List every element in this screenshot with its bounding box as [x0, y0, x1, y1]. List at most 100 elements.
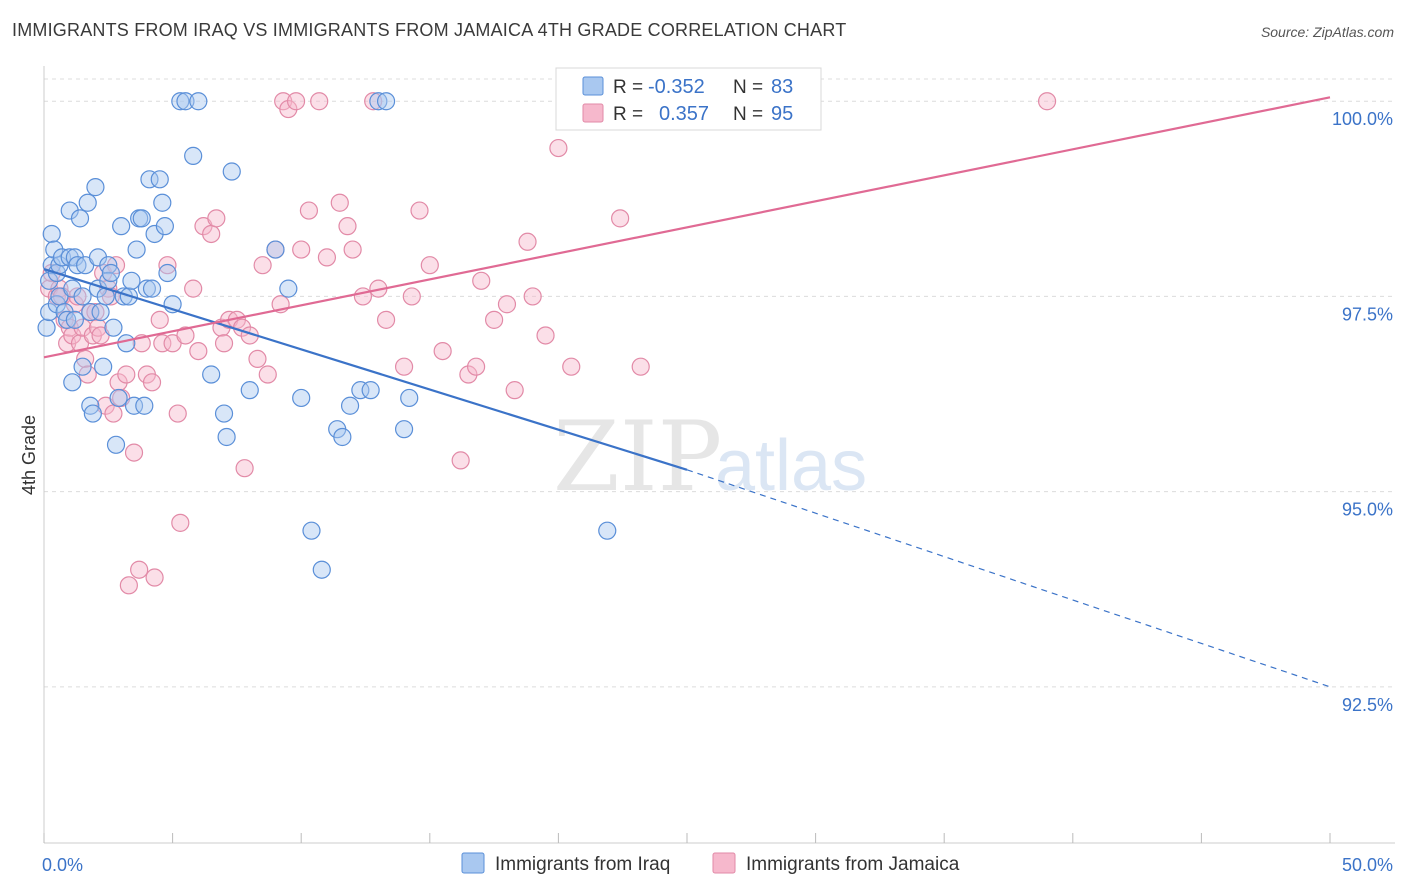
jamaica-point [433, 341, 452, 361]
x-tick-label-max: 50.0% [1342, 855, 1393, 875]
jamaica-point [523, 287, 542, 306]
jamaica-point [202, 224, 221, 244]
jamaica-point [189, 341, 208, 361]
iraq-point [91, 302, 110, 322]
iraq-point [109, 388, 128, 408]
stats-n-label-jamaica: N = [733, 104, 763, 125]
iraq-point [86, 178, 105, 197]
iraq-point [184, 146, 203, 165]
jamaica-point [119, 576, 138, 595]
iraq-point [155, 217, 174, 236]
stats-r-value-jamaica: 0.357 [659, 103, 709, 125]
jamaica-point [562, 357, 581, 376]
watermark: ZIP atlas [553, 401, 867, 513]
jamaica-point [145, 568, 164, 587]
iraq-point [400, 388, 419, 408]
jamaica-point [235, 459, 254, 478]
jamaica-point [466, 357, 486, 376]
jamaica-point [184, 279, 203, 298]
iraq-point [94, 357, 113, 376]
axes [43, 66, 1395, 844]
jamaica-point [124, 443, 144, 462]
jamaica-point [338, 217, 357, 236]
iraq-point [127, 240, 146, 259]
jamaica-point [207, 209, 226, 228]
iraq-point [279, 279, 298, 298]
jamaica-point [109, 373, 128, 392]
stats-r-label-jamaica: R = [613, 104, 643, 125]
iraq-point [171, 92, 190, 111]
iraq-point [73, 357, 92, 376]
jamaica-point [171, 513, 190, 532]
iraq-point [361, 381, 380, 400]
iraq-point [189, 92, 208, 111]
iraq-point [42, 224, 61, 244]
jamaica-point [299, 201, 319, 220]
iraq-point [132, 209, 151, 228]
stats-legend: R = -0.352 N = 83 R = 0.357 N = 95 [555, 67, 822, 131]
iraq-point [58, 310, 77, 329]
jamaica-trend-line [43, 96, 1331, 359]
iraq-point [122, 271, 141, 290]
iraq-point [176, 92, 195, 111]
iraq-point [60, 248, 79, 267]
jamaica-point [505, 381, 524, 400]
iraq-point [37, 318, 56, 337]
iraq-point [376, 92, 396, 111]
jamaica-point [104, 404, 123, 423]
iraq-point [369, 92, 388, 111]
jamaica-point [518, 232, 537, 251]
x-tick-labels: 0.0% 50.0% [42, 855, 1393, 875]
trend-lines [43, 96, 1331, 688]
stats-n-value-iraq: 83 [771, 76, 793, 98]
iraq-point [312, 560, 331, 579]
jamaica-point [611, 209, 630, 228]
series-jamaica-points [40, 92, 1057, 595]
iraq-point [340, 396, 360, 415]
iraq-point [333, 427, 352, 447]
jamaica-point [168, 404, 187, 423]
iraq-point [40, 302, 59, 322]
iraq-point [302, 521, 321, 540]
stats-swatch-jamaica [582, 103, 604, 123]
legend-swatch-iraq [461, 852, 485, 874]
y-tick-label: 95.0% [1342, 500, 1393, 520]
watermark-zip: ZIP [553, 401, 722, 513]
iraq-point [124, 396, 144, 415]
iraq-point [106, 435, 126, 454]
jamaica-point [253, 256, 272, 275]
jamaica-point [150, 310, 169, 329]
iraq-point [217, 427, 236, 447]
jamaica-point [258, 365, 277, 384]
iraq-point [63, 373, 82, 392]
iraq-point [142, 279, 162, 298]
jamaica-point [343, 240, 362, 259]
jamaica-point [394, 357, 414, 376]
jamaica-point [472, 271, 491, 290]
jamaica-point [310, 92, 329, 111]
jamaica-point [410, 201, 429, 220]
jamaica-point [317, 248, 337, 267]
iraq-trend-line [43, 268, 688, 471]
iraq-point [81, 302, 100, 322]
iraq-point [65, 310, 84, 329]
iraq-point [240, 381, 259, 400]
y-tick-label: 97.5% [1342, 304, 1393, 324]
source-credit: Source: ZipAtlas.com [1260, 24, 1394, 40]
x-tick-label-min: 0.0% [42, 855, 83, 875]
jamaica-point [130, 560, 149, 579]
jamaica-point [153, 334, 172, 353]
iraq-point [52, 248, 72, 267]
iraq-point [394, 420, 414, 439]
jamaica-point [279, 99, 298, 119]
jamaica-point [364, 92, 383, 111]
iraq-trend-extension [686, 469, 1331, 688]
y-tick-label: 92.5% [1342, 695, 1393, 715]
legend-label-jamaica: Immigrants from Jamaica [746, 854, 960, 875]
iraq-point [101, 263, 120, 283]
jamaica-point [86, 302, 105, 322]
jamaica-point [330, 193, 349, 212]
y-axis-title: 4th Grade [19, 415, 39, 495]
stats-n-label-iraq: N = [733, 77, 763, 98]
